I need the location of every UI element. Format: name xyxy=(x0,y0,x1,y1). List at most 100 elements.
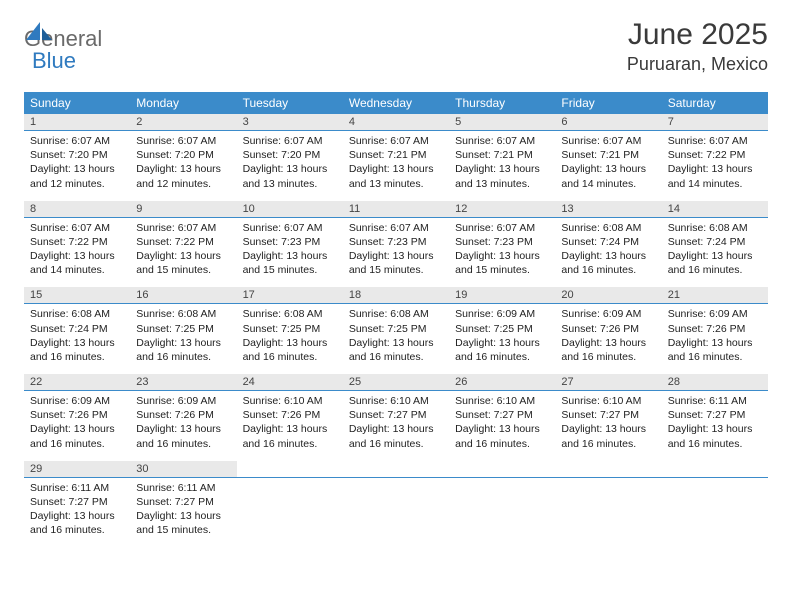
day-content-cell: Sunrise: 6:11 AMSunset: 7:27 PMDaylight:… xyxy=(662,391,768,461)
week-daynum-row: 15161718192021 xyxy=(24,287,768,304)
day-sunset: Sunset: 7:20 PM xyxy=(243,148,337,162)
day-daylight2: and 15 minutes. xyxy=(136,263,230,277)
day-daylight1: Daylight: 13 hours xyxy=(455,336,549,350)
day-content-cell: Sunrise: 6:07 AMSunset: 7:22 PMDaylight:… xyxy=(662,131,768,201)
day-sunrise: Sunrise: 6:07 AM xyxy=(349,221,443,235)
day-sunset: Sunset: 7:26 PM xyxy=(561,322,655,336)
page-location: Puruaran, Mexico xyxy=(627,54,768,75)
day-daylight2: and 16 minutes. xyxy=(668,437,762,451)
day-daylight2: and 16 minutes. xyxy=(455,437,549,451)
day-sunset: Sunset: 7:25 PM xyxy=(243,322,337,336)
day-daylight2: and 16 minutes. xyxy=(136,350,230,364)
day-sunset: Sunset: 7:26 PM xyxy=(30,408,124,422)
day-content-cell: Sunrise: 6:08 AMSunset: 7:25 PMDaylight:… xyxy=(343,304,449,374)
day-number-cell: 9 xyxy=(130,201,236,217)
day-daylight2: and 14 minutes. xyxy=(561,177,655,191)
day-daylight2: and 16 minutes. xyxy=(349,350,443,364)
day-daylight1: Daylight: 13 hours xyxy=(561,422,655,436)
day-content-cell xyxy=(662,478,768,548)
day-daylight1: Daylight: 13 hours xyxy=(561,249,655,263)
day-daylight1: Daylight: 13 hours xyxy=(349,162,443,176)
day-daylight2: and 12 minutes. xyxy=(30,177,124,191)
day-content-cell: Sunrise: 6:07 AMSunset: 7:22 PMDaylight:… xyxy=(24,218,130,288)
day-daylight1: Daylight: 13 hours xyxy=(30,509,124,523)
day-daylight1: Daylight: 13 hours xyxy=(455,249,549,263)
day-content-cell xyxy=(555,478,661,548)
day-content-cell: Sunrise: 6:07 AMSunset: 7:21 PMDaylight:… xyxy=(555,131,661,201)
page-title: June 2025 xyxy=(627,18,768,52)
day-sunrise: Sunrise: 6:09 AM xyxy=(668,307,762,321)
day-content-cell: Sunrise: 6:07 AMSunset: 7:20 PMDaylight:… xyxy=(237,131,343,201)
day-number-cell xyxy=(662,461,768,477)
day-number-cell: 16 xyxy=(130,287,236,303)
day-daylight2: and 16 minutes. xyxy=(561,437,655,451)
logo: General Blue xyxy=(24,18,102,78)
day-daylight1: Daylight: 13 hours xyxy=(30,249,124,263)
weekday-header: Saturday xyxy=(662,92,768,114)
day-daylight1: Daylight: 13 hours xyxy=(136,422,230,436)
day-daylight2: and 13 minutes. xyxy=(243,177,337,191)
weekday-header: Friday xyxy=(555,92,661,114)
day-daylight2: and 15 minutes. xyxy=(455,263,549,277)
day-number-cell: 3 xyxy=(237,114,343,130)
day-sunrise: Sunrise: 6:07 AM xyxy=(30,134,124,148)
day-content-cell: Sunrise: 6:09 AMSunset: 7:26 PMDaylight:… xyxy=(555,304,661,374)
day-sunset: Sunset: 7:23 PM xyxy=(455,235,549,249)
day-content-cell: Sunrise: 6:08 AMSunset: 7:24 PMDaylight:… xyxy=(24,304,130,374)
day-daylight2: and 15 minutes. xyxy=(349,263,443,277)
day-sunrise: Sunrise: 6:10 AM xyxy=(243,394,337,408)
day-number-cell: 28 xyxy=(662,374,768,390)
week-daynum-row: 1234567 xyxy=(24,114,768,131)
day-number-cell: 18 xyxy=(343,287,449,303)
day-number-cell: 26 xyxy=(449,374,555,390)
day-number-cell: 4 xyxy=(343,114,449,130)
day-sunrise: Sunrise: 6:07 AM xyxy=(561,134,655,148)
day-number-cell: 13 xyxy=(555,201,661,217)
day-daylight1: Daylight: 13 hours xyxy=(668,162,762,176)
day-sunrise: Sunrise: 6:07 AM xyxy=(349,134,443,148)
day-sunrise: Sunrise: 6:07 AM xyxy=(243,134,337,148)
calendar-table: Sunday Monday Tuesday Wednesday Thursday… xyxy=(24,92,768,547)
day-sunrise: Sunrise: 6:07 AM xyxy=(243,221,337,235)
day-number-cell: 5 xyxy=(449,114,555,130)
day-sunset: Sunset: 7:25 PM xyxy=(455,322,549,336)
day-content-cell: Sunrise: 6:10 AMSunset: 7:27 PMDaylight:… xyxy=(449,391,555,461)
day-sunrise: Sunrise: 6:07 AM xyxy=(136,221,230,235)
day-number-cell: 30 xyxy=(130,461,236,477)
day-number-cell: 25 xyxy=(343,374,449,390)
day-content-cell xyxy=(237,478,343,548)
day-daylight2: and 16 minutes. xyxy=(455,350,549,364)
day-number-cell: 15 xyxy=(24,287,130,303)
day-sunset: Sunset: 7:27 PM xyxy=(30,495,124,509)
day-sunset: Sunset: 7:26 PM xyxy=(243,408,337,422)
day-daylight1: Daylight: 13 hours xyxy=(243,249,337,263)
day-number-cell: 1 xyxy=(24,114,130,130)
day-number-cell: 23 xyxy=(130,374,236,390)
day-daylight2: and 16 minutes. xyxy=(30,350,124,364)
day-sunrise: Sunrise: 6:08 AM xyxy=(668,221,762,235)
day-sunset: Sunset: 7:20 PM xyxy=(30,148,124,162)
day-number-cell: 14 xyxy=(662,201,768,217)
week-content-row: Sunrise: 6:07 AMSunset: 7:22 PMDaylight:… xyxy=(24,218,768,288)
day-sunrise: Sunrise: 6:11 AM xyxy=(668,394,762,408)
day-content-cell: Sunrise: 6:10 AMSunset: 7:26 PMDaylight:… xyxy=(237,391,343,461)
day-content-cell xyxy=(343,478,449,548)
day-number-cell: 17 xyxy=(237,287,343,303)
weekday-header: Sunday xyxy=(24,92,130,114)
day-number-cell: 2 xyxy=(130,114,236,130)
week-daynum-row: 22232425262728 xyxy=(24,374,768,391)
day-daylight2: and 13 minutes. xyxy=(455,177,549,191)
day-sunrise: Sunrise: 6:07 AM xyxy=(455,134,549,148)
day-daylight2: and 15 minutes. xyxy=(243,263,337,277)
day-sunset: Sunset: 7:21 PM xyxy=(455,148,549,162)
day-sunset: Sunset: 7:27 PM xyxy=(136,495,230,509)
day-daylight2: and 16 minutes. xyxy=(243,350,337,364)
day-content-cell: Sunrise: 6:11 AMSunset: 7:27 PMDaylight:… xyxy=(130,478,236,548)
day-content-cell: Sunrise: 6:07 AMSunset: 7:22 PMDaylight:… xyxy=(130,218,236,288)
day-sunrise: Sunrise: 6:08 AM xyxy=(349,307,443,321)
day-content-cell: Sunrise: 6:07 AMSunset: 7:23 PMDaylight:… xyxy=(343,218,449,288)
day-number-cell: 10 xyxy=(237,201,343,217)
day-daylight2: and 14 minutes. xyxy=(30,263,124,277)
day-number-cell: 7 xyxy=(662,114,768,130)
day-daylight2: and 16 minutes. xyxy=(561,350,655,364)
